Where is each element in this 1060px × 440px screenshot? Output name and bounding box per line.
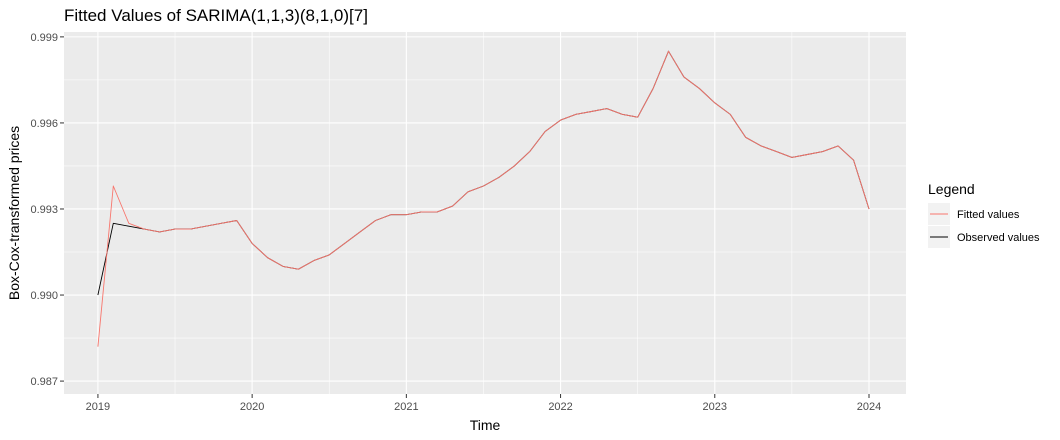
chart-title: Fitted Values of SARIMA(1,1,3)(8,1,0)[7] bbox=[64, 6, 368, 25]
y-axis: 0.987 0.990 0.993 0.996 0.999 bbox=[30, 32, 64, 388]
y-tick-label: 0.999 bbox=[30, 32, 58, 44]
x-tick-label: 2023 bbox=[703, 401, 727, 413]
y-tick-label: 0.996 bbox=[30, 118, 58, 130]
grid-minor bbox=[64, 32, 906, 394]
legend-label-observed: Observed values bbox=[957, 232, 1040, 244]
x-tick-label: 2022 bbox=[548, 401, 572, 413]
x-tick-label: 2019 bbox=[86, 401, 110, 413]
x-axis-title: Time bbox=[470, 417, 501, 433]
legend-label-fitted: Fitted values bbox=[957, 209, 1020, 221]
x-tick-label: 2020 bbox=[240, 401, 264, 413]
y-tick-label: 0.987 bbox=[30, 376, 58, 388]
y-tick-label: 0.990 bbox=[30, 290, 58, 302]
x-axis: 2019 2020 2021 2022 2023 2024 bbox=[86, 394, 881, 413]
series-layer bbox=[97, 50, 870, 347]
legend-title: Legend bbox=[928, 181, 975, 197]
legend: Legend Fitted values Observed values bbox=[928, 181, 1040, 248]
y-tick-label: 0.993 bbox=[30, 204, 58, 216]
y-axis-title: Box-Cox-transformed prices bbox=[6, 126, 22, 300]
plot-panel bbox=[64, 32, 906, 394]
series-line-fitted-values bbox=[97, 50, 870, 347]
grid-major bbox=[64, 32, 906, 394]
x-tick-label: 2024 bbox=[857, 401, 881, 413]
x-tick-label: 2021 bbox=[394, 401, 418, 413]
